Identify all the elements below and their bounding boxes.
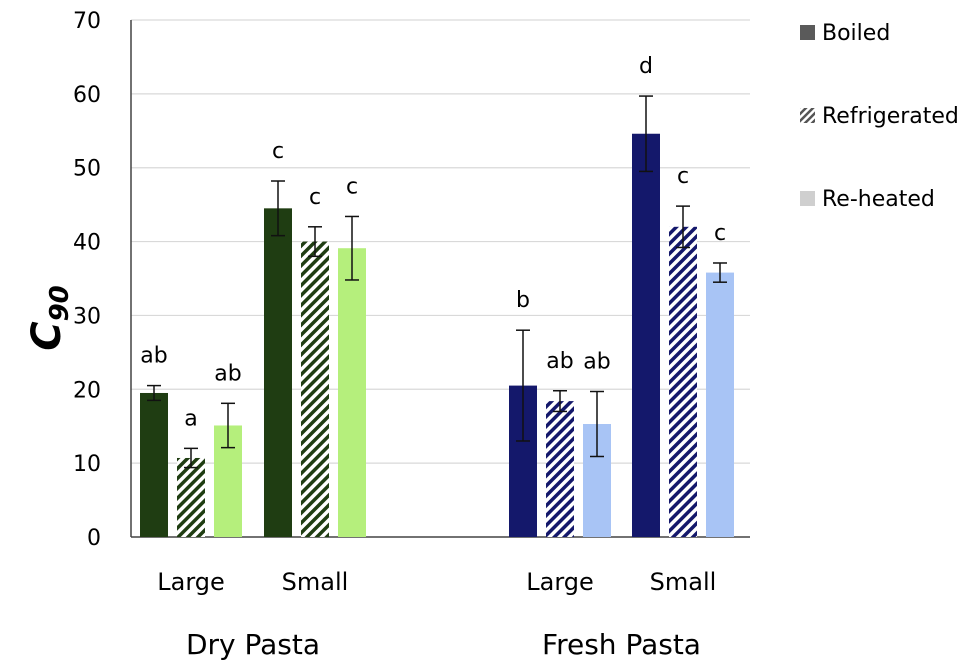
- y-tick-label: 40: [73, 231, 101, 256]
- significance-label: b: [516, 288, 530, 313]
- legend-label: Refrigerated: [822, 104, 959, 129]
- bars: [140, 133, 734, 538]
- significance-label: c: [309, 185, 321, 210]
- significance-label: ab: [214, 361, 241, 386]
- bar: [669, 226, 697, 538]
- y-axis-label: C90: [24, 285, 75, 351]
- legend-label: Boiled: [822, 21, 890, 46]
- group-labels: Dry Pasta Fresh Pasta: [186, 628, 701, 661]
- y-tick-labels: 0 10 20 30 40 50 60 70: [73, 9, 101, 551]
- significance-label: ab: [583, 350, 610, 375]
- significance-label: a: [184, 406, 197, 431]
- significance-label: c: [677, 164, 689, 189]
- bar: [632, 133, 660, 538]
- bar: [546, 401, 574, 537]
- bar: [264, 208, 292, 538]
- significance-label: ab: [140, 344, 167, 369]
- legend-swatch: [800, 108, 815, 123]
- y-axis-label-main: C: [24, 321, 70, 350]
- bar: [338, 248, 366, 537]
- y-tick-label: 70: [73, 9, 101, 34]
- y-tick-label: 20: [73, 378, 101, 403]
- category-label: Small: [650, 568, 717, 596]
- group-label: Fresh Pasta: [542, 628, 701, 661]
- category-label: Small: [282, 568, 349, 596]
- category-label: Large: [526, 568, 594, 596]
- error-bars: [147, 95, 727, 469]
- legend: Boiled Refrigerated Re-heated: [800, 21, 959, 212]
- bar: [706, 272, 734, 537]
- y-axis-label-subscript: 90: [45, 285, 75, 321]
- y-tick-label: 30: [73, 304, 101, 329]
- significance-label: ab: [546, 349, 573, 374]
- significance-label: c: [714, 221, 726, 246]
- category-label: Large: [157, 568, 225, 596]
- y-tick-label: 60: [73, 83, 101, 108]
- category-labels: Large Small Large Small: [157, 568, 716, 596]
- significance-label: d: [639, 54, 653, 79]
- bar: [140, 392, 168, 537]
- y-tick-label: 50: [73, 157, 101, 182]
- group-label: Dry Pasta: [186, 628, 320, 661]
- bar: [301, 241, 329, 538]
- significance-label: c: [272, 139, 284, 164]
- legend-label: Re-heated: [822, 187, 935, 212]
- significance-label: c: [346, 174, 358, 199]
- legend-swatch: [800, 25, 815, 40]
- gridlines: [131, 19, 750, 464]
- y-tick-label: 10: [73, 452, 101, 477]
- legend-swatch: [800, 191, 815, 206]
- bar: [177, 457, 205, 537]
- y-tick-label: 0: [87, 526, 101, 551]
